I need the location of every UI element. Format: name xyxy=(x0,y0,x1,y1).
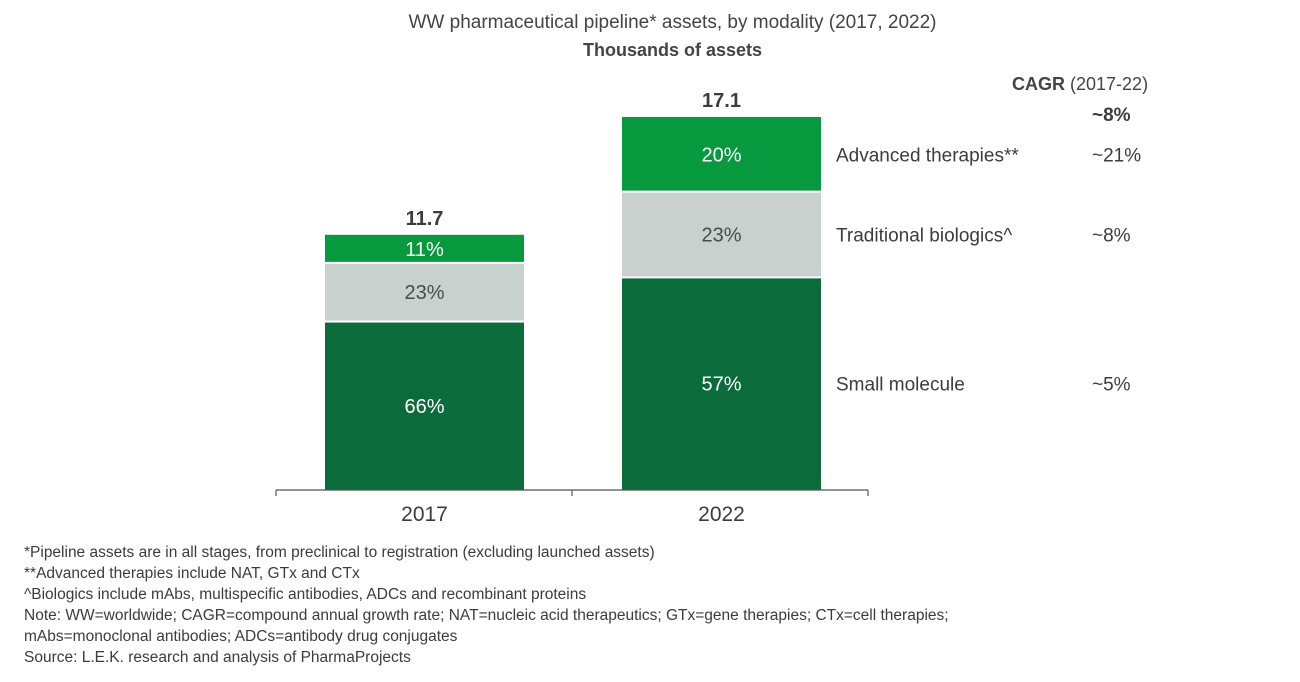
segment-label: 20% xyxy=(701,144,741,166)
x-tick-label: 2022 xyxy=(698,503,745,526)
stacked-bar-chart: 66% 23% 11% 11.7 2017 57% Small molecule ~5% 23%… xyxy=(275,90,1141,526)
bar-segment xyxy=(622,278,821,490)
cagr-header-label: CAGR xyxy=(1012,74,1065,94)
chart-subtitle: Thousands of assets xyxy=(582,40,763,60)
bar-segment xyxy=(622,192,821,277)
bar-segment xyxy=(325,234,524,262)
x-tick-label: 2017 xyxy=(401,503,448,526)
total-label: 11.7 xyxy=(406,208,444,230)
segment-label: 11% xyxy=(405,239,444,261)
cagr-value: ~8% xyxy=(1092,225,1131,246)
bar-segment xyxy=(325,322,524,490)
footnote: Source: L.E.K. research and analysis of … xyxy=(24,649,411,666)
segment-label: 66% xyxy=(404,396,444,418)
footnote: *Pipeline assets are in all stages, from… xyxy=(24,544,655,561)
segment-label: 23% xyxy=(404,282,444,304)
series-label: Advanced therapies** xyxy=(836,145,1019,166)
bar-segment xyxy=(622,117,821,191)
footnote: mAbs=monoclonal antibodies; ADCs=antibod… xyxy=(24,628,458,645)
cagr-value: ~5% xyxy=(1092,375,1131,396)
footnote: Note: WW=worldwide; CAGR=compound annual… xyxy=(24,607,949,624)
total-label: 17.1 xyxy=(702,90,741,112)
series-label: Small molecule xyxy=(836,375,965,396)
bar-segment xyxy=(325,263,524,321)
segment-label: 57% xyxy=(701,374,741,396)
cagr-value: ~21% xyxy=(1092,145,1141,166)
footnote: ^Biologics include mAbs, multispecific a… xyxy=(24,586,587,603)
cagr-total: ~8% xyxy=(1092,105,1131,126)
cagr-header: CAGR (2017-22) xyxy=(1012,74,1148,95)
segment-label: 23% xyxy=(701,224,741,246)
series-label: Traditional biologics^ xyxy=(836,225,1012,246)
cagr-header-period: (2017-22) xyxy=(1070,74,1149,94)
footnote: **Advanced therapies include NAT, GTx an… xyxy=(24,565,360,582)
chart-title: WW pharmaceutical pipeline* assets, by m… xyxy=(408,12,937,33)
